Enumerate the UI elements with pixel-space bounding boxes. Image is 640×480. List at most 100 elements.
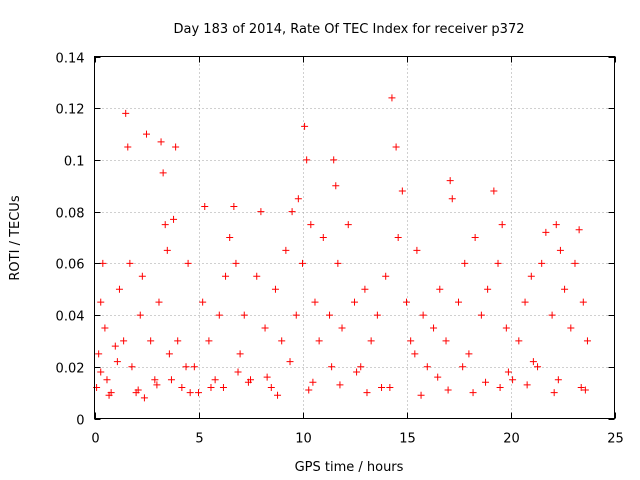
y-tick-label: 0.06	[56, 258, 85, 273]
data-point	[299, 259, 306, 267]
data-point	[583, 337, 591, 345]
data-point	[403, 298, 410, 306]
data-point	[309, 378, 317, 386]
data-point	[207, 383, 215, 391]
data-point	[417, 391, 425, 399]
data-point	[163, 246, 171, 254]
data-point	[388, 94, 396, 102]
data-point	[527, 272, 535, 280]
data-point	[398, 187, 406, 195]
data-point	[330, 156, 338, 164]
data-point	[344, 221, 352, 229]
data-point	[436, 285, 444, 293]
data-point	[167, 376, 175, 384]
data-point	[115, 285, 123, 293]
data-point	[230, 202, 238, 210]
data-point	[292, 311, 300, 319]
data-point	[159, 169, 167, 177]
data-point	[257, 208, 265, 216]
data-point	[357, 363, 365, 371]
data-point	[502, 324, 510, 332]
data-point	[174, 337, 182, 345]
data-point	[361, 285, 369, 293]
data-point	[455, 298, 462, 306]
x-tick-label: 20	[503, 432, 520, 447]
y-tick-label: 0.04	[56, 310, 85, 325]
data-point	[494, 259, 502, 267]
data-point	[554, 376, 562, 384]
data-point	[446, 177, 454, 185]
data-point	[394, 234, 402, 241]
ticks-layer: 0 0.02 0.04 0.06 0.08 0.1 0.12 0.14 0 5 10 15 20 25	[56, 52, 624, 447]
data-point	[523, 381, 531, 389]
data-point	[222, 272, 230, 280]
data-point	[263, 373, 271, 381]
data-point	[307, 221, 315, 229]
y-tick-label: 0.1	[64, 155, 85, 170]
data-point	[303, 156, 311, 164]
data-point	[567, 324, 575, 332]
data-point	[581, 386, 589, 394]
data-point	[378, 383, 386, 391]
data-point	[336, 381, 344, 389]
data-point	[552, 221, 560, 229]
data-point	[571, 259, 579, 267]
y-tick-label: 0.08	[56, 207, 85, 222]
data-point	[134, 386, 142, 394]
data-point	[215, 311, 223, 319]
data-point	[95, 350, 103, 358]
data-point	[315, 337, 323, 345]
data-point	[199, 298, 207, 306]
data-point	[195, 389, 202, 397]
data-point	[126, 259, 134, 267]
data-point	[97, 298, 105, 306]
data-point	[240, 311, 248, 319]
data-point	[184, 259, 192, 267]
data-point	[319, 234, 327, 241]
data-point	[282, 246, 290, 254]
data-point	[113, 358, 121, 366]
data-point	[147, 337, 155, 345]
data-point	[367, 337, 375, 345]
data-point	[178, 383, 186, 391]
data-point	[484, 285, 492, 293]
data-point	[165, 350, 173, 358]
x-tick-label: 15	[399, 432, 416, 447]
data-point	[538, 259, 546, 267]
data-point	[170, 215, 178, 223]
data-point	[534, 363, 542, 371]
data-point	[509, 376, 517, 384]
data-point	[294, 195, 302, 203]
data-point	[267, 383, 275, 391]
data-point	[471, 234, 479, 241]
data-point	[311, 298, 319, 306]
data-point	[504, 368, 512, 376]
data-point	[201, 202, 209, 210]
data-point	[448, 195, 456, 203]
data-point	[411, 350, 419, 358]
data-point	[419, 311, 427, 319]
plot-frame	[94, 56, 615, 419]
data-point	[151, 376, 159, 384]
data-point	[338, 324, 346, 332]
points-layer	[93, 94, 591, 402]
data-point	[172, 143, 180, 151]
x-tick-label: 5	[195, 432, 203, 447]
data-point	[353, 368, 361, 376]
data-point	[182, 363, 190, 371]
data-point	[157, 138, 165, 146]
data-point	[328, 363, 336, 371]
data-point	[477, 311, 485, 319]
data-point	[138, 272, 146, 280]
data-point	[128, 363, 136, 371]
data-point	[490, 187, 498, 195]
y-tick-label: 0.12	[56, 103, 85, 118]
data-point	[153, 381, 161, 389]
data-point	[140, 394, 148, 402]
data-point	[363, 389, 371, 397]
data-point	[577, 383, 585, 391]
grid-layer	[94, 56, 615, 419]
data-point	[351, 298, 358, 306]
data-point	[161, 221, 169, 229]
